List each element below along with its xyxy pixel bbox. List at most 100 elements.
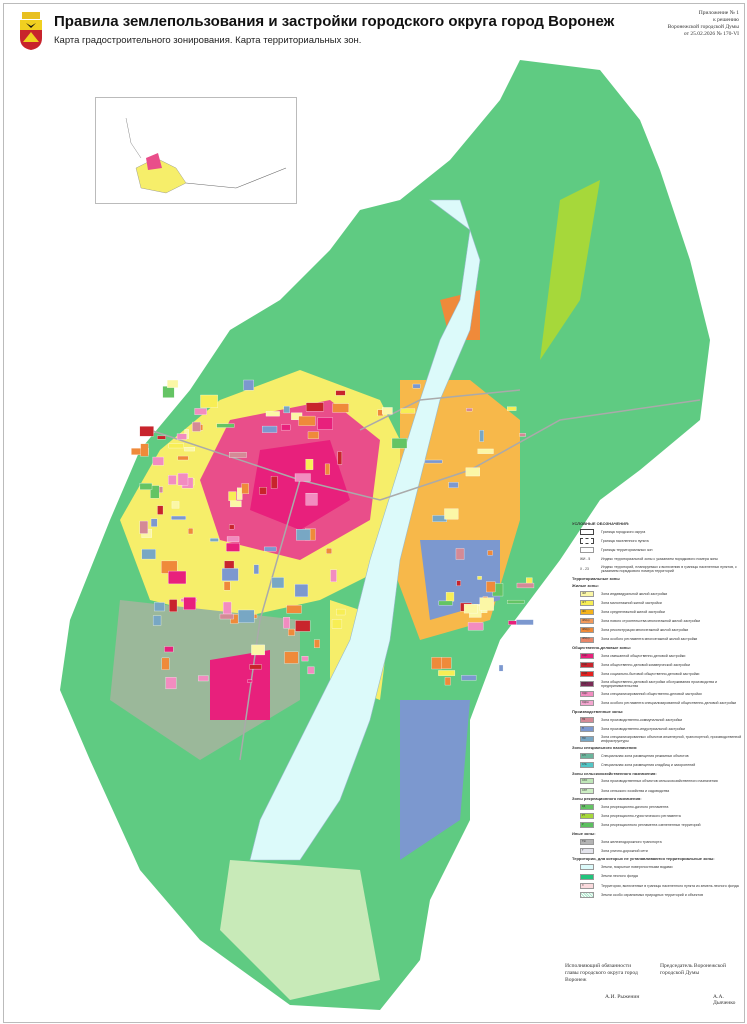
zone-parcel xyxy=(337,451,343,465)
zone-parcel xyxy=(168,443,185,449)
zone-parcel xyxy=(331,619,343,629)
legend-label: Зона специализированной общественно-дело… xyxy=(601,692,702,697)
legend-item: Х Территории, включенные в границы населе… xyxy=(580,882,744,889)
zone-parcel xyxy=(507,406,517,411)
legend-groups: Жилые зоны: ЖИ Зона индивидуальной жилой з… xyxy=(572,582,744,899)
zone-parcel xyxy=(455,548,465,560)
zone-parcel xyxy=(157,435,166,440)
legend-item: Земли лесного фонда xyxy=(580,873,744,880)
legend-index: Х - 23 xyxy=(580,567,589,572)
legend-label: Индекс территорий, планируемых к включен… xyxy=(601,565,737,574)
zone-parcel xyxy=(382,407,393,415)
zone-parcel xyxy=(171,515,187,520)
legend-label: Зона производственных объектов сельскохо… xyxy=(601,779,718,784)
zone-parcel xyxy=(162,386,175,398)
legend-swatch: ЖТ xyxy=(580,599,594,606)
sheet-frame xyxy=(3,3,745,1023)
zone-parcel xyxy=(283,405,290,414)
zone-parcel xyxy=(184,447,195,452)
legend-item: ТЖ Зона железнодорожного транспорта xyxy=(580,838,744,845)
legend-swatch: ОДБ xyxy=(580,671,594,678)
legend-label: Зона особого регламента специализированн… xyxy=(601,701,737,706)
legend-label: Зона специализированных объектов инженер… xyxy=(601,734,742,743)
legend-section-title: Территориальные зоны xyxy=(572,575,620,581)
zone-parcel xyxy=(516,582,535,589)
legend-swatch: ЖИ xyxy=(580,590,594,597)
zone-parcel xyxy=(229,524,235,530)
legend-label: Земли особо охраняемых природных террито… xyxy=(601,892,704,897)
zone-parcel xyxy=(209,538,219,542)
legend-group-title: Жилые зоны: xyxy=(572,582,599,588)
zone-parcel xyxy=(286,605,302,614)
legend-swatch: ОДС xyxy=(580,691,594,698)
legend-label: Зона производственно-коммунальной застро… xyxy=(601,717,683,722)
legend-item: ОДП Зона общественно-деловой застройки об… xyxy=(580,680,744,688)
legend-swatch: РТ xyxy=(580,813,594,820)
zone-parcel xyxy=(507,599,525,604)
legend-label: Зона смешанной общественно-деловой застр… xyxy=(601,653,686,658)
zone-parcel xyxy=(332,403,350,413)
legend-swatch: СХП xyxy=(580,787,594,794)
zone-parcel xyxy=(141,548,156,560)
legend-item: ЖМ(р) Зона реконструкции многоэтажной жил… xyxy=(580,627,744,634)
legend-group-title: Иные зоны: xyxy=(572,830,596,836)
left-signatory-position: Исполняющий обязанности главы городского… xyxy=(565,963,638,983)
legend-label: Зона реконструкции многоэтажной жилой за… xyxy=(601,628,689,633)
legend-group-title: Зоны специального назначения: xyxy=(572,744,638,750)
legend-item: ЖМ(о) Зона особого регламента многоэтажно… xyxy=(580,636,744,643)
zone-parcel xyxy=(241,483,250,494)
zone-parcel xyxy=(139,483,153,490)
zone-parcel xyxy=(194,408,207,415)
legend-label: Граница городского округа xyxy=(601,529,646,534)
right-signatory-position: Председатель Воронежской городской Думы xyxy=(660,963,726,976)
legend-group-title: Зоны рекреационного назначения: xyxy=(572,796,642,802)
zone-parcel xyxy=(271,577,285,589)
zone-parcel xyxy=(264,546,277,552)
page-title: Правила землепользования и застройки гор… xyxy=(54,13,615,30)
legend-swatch: ЖМ(р) xyxy=(580,627,594,634)
zone-parcel xyxy=(463,604,478,614)
legend-item: СН Специальная зона размещения режимных о… xyxy=(580,752,744,759)
map-legend: УСЛОВНЫЕ ОБОЗНАЧЕНИЯ: Граница городского… xyxy=(572,519,744,901)
legend-swatch xyxy=(580,528,594,535)
appendix-line: Воронежской городской Думы xyxy=(667,24,739,30)
zone-parcel xyxy=(445,592,455,602)
zone-parcel xyxy=(188,528,194,535)
legend-swatch: СНк xyxy=(580,762,594,769)
legend-item: Границы территориальных зон xyxy=(580,547,744,554)
legend-index: ЖИ - 5 xyxy=(580,557,591,562)
zone-parcel xyxy=(441,657,452,669)
legend-group-title: Зоны сельскохозяйственного назначения: xyxy=(572,770,657,776)
legend-swatch: ОДК xyxy=(580,662,594,669)
legend-item: ЖС Зона среднеэтажной жилой застройки xyxy=(580,609,744,616)
zone-parcel xyxy=(164,646,174,653)
zone-parcel xyxy=(467,622,484,631)
locator-inset-map xyxy=(95,97,297,204)
zone-parcel xyxy=(519,433,526,437)
legend-swatch: ОДСо xyxy=(580,700,594,707)
legend-group-title: Производственные зоны: xyxy=(572,708,624,714)
legend-swatch xyxy=(580,864,594,871)
zone-parcel xyxy=(226,536,240,542)
legend-label: Зона индивидуальной жилой застройки xyxy=(601,591,668,596)
right-signatory-name: А.А. Дьяченко xyxy=(713,994,736,1006)
zone-parcel xyxy=(466,408,473,412)
legend-swatch xyxy=(580,547,594,554)
appendix-line: Приложение № 1 xyxy=(698,10,739,16)
zone-parcel xyxy=(152,615,162,626)
zone-parcel xyxy=(168,570,187,585)
legend-item: ОДС Зона смешанной общественно-деловой за… xyxy=(580,652,744,659)
zone-parcel xyxy=(400,408,416,414)
legend-item: П Зона производственно-индустриальной зас… xyxy=(580,725,744,732)
zone-parcel xyxy=(461,675,477,681)
zone-parcel xyxy=(391,438,408,449)
legend-title: УСЛОВНЫЕ ОБОЗНАЧЕНИЯ: xyxy=(572,521,630,526)
legend-swatch: Т xyxy=(580,847,594,854)
zone-parcel xyxy=(305,402,324,412)
zone-parcel xyxy=(270,476,278,489)
zone-parcel xyxy=(330,569,337,583)
zone-parcel xyxy=(335,390,346,396)
legend-label: Специальная зона размещения кладбищ и за… xyxy=(601,762,696,767)
zone-parcel xyxy=(296,529,311,541)
